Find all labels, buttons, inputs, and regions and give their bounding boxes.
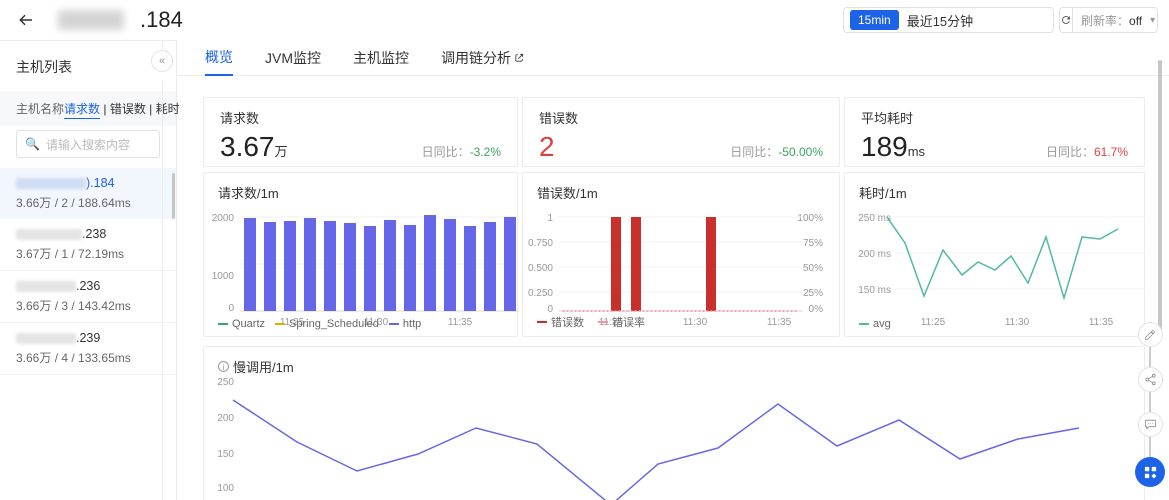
svg-text:250: 250: [217, 377, 234, 388]
svg-text:75%: 75%: [803, 238, 823, 249]
svg-text:50%: 50%: [803, 263, 823, 274]
svg-text:150 ms: 150 ms: [858, 285, 891, 296]
svg-text:25%: 25%: [803, 288, 823, 299]
svg-text:200 ms: 200 ms: [858, 249, 891, 260]
svg-text:11:30: 11:30: [1005, 317, 1030, 328]
svg-text:200: 200: [217, 413, 234, 424]
svg-text:0.750: 0.750: [528, 238, 553, 249]
svg-text:11:35: 11:35: [1089, 317, 1114, 328]
svg-text:1: 1: [547, 213, 553, 224]
svg-text:11:35: 11:35: [448, 317, 473, 328]
svg-text:1000: 1000: [212, 271, 235, 282]
svg-text:0.500: 0.500: [528, 263, 553, 274]
svg-text:0: 0: [228, 303, 234, 314]
svg-text:100: 100: [217, 483, 234, 494]
svg-text:2000: 2000: [212, 213, 235, 224]
svg-text:0%: 0%: [809, 304, 824, 315]
svg-text:11:35: 11:35: [767, 317, 792, 328]
svg-text:150: 150: [217, 449, 234, 460]
svg-text:11:30: 11:30: [683, 317, 708, 328]
svg-text:100%: 100%: [797, 213, 823, 224]
svg-text:250 ms: 250 ms: [858, 213, 891, 224]
svg-text:11:25: 11:25: [921, 317, 946, 328]
svg-text:0.250: 0.250: [528, 288, 553, 299]
